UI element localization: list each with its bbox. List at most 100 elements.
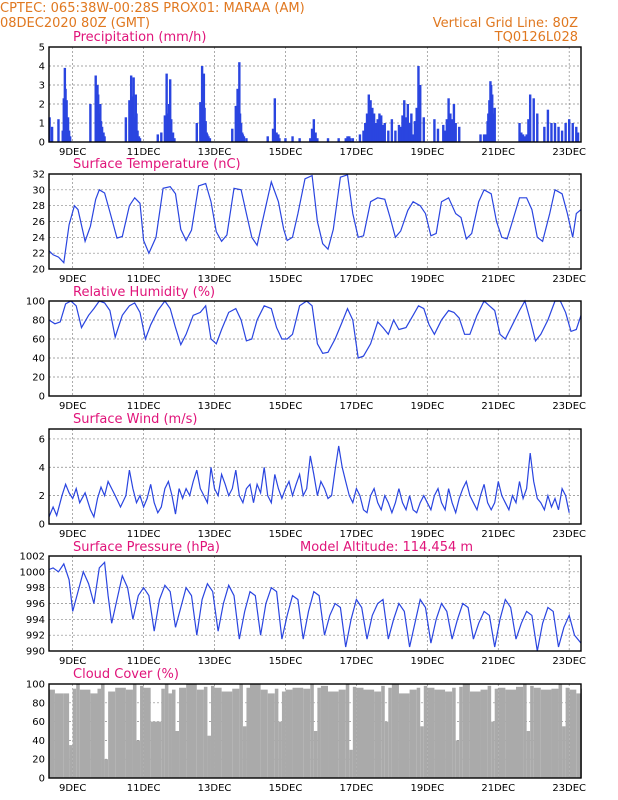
- ytick-precip: 5: [39, 43, 45, 54]
- cloud-bar: [384, 721, 389, 778]
- precip-bar: [458, 126, 461, 142]
- precip-bar: [372, 113, 376, 142]
- precip-bar: [275, 132, 278, 142]
- ytick-cloud: 80: [32, 698, 45, 709]
- xtick-wind: 21DEC: [481, 529, 515, 540]
- xtick-wind: 17DEC: [340, 529, 374, 540]
- series-wind: [48, 445, 570, 519]
- xtick-wind: 11DEC: [127, 529, 161, 540]
- cloud-bar: [526, 731, 531, 778]
- cloud-bar: [168, 693, 172, 778]
- xtick-pressure: 17DEC: [340, 656, 374, 667]
- xtick-temp: 9DEC: [59, 274, 86, 285]
- cloud-bar: [551, 688, 559, 778]
- cloud-bar: [136, 740, 141, 778]
- precip-bar: [415, 107, 418, 142]
- cloud-bar: [523, 684, 527, 778]
- precip-bar: [442, 124, 445, 142]
- ytick-precip: 2: [39, 100, 45, 111]
- ytick-cloud: 20: [32, 755, 45, 766]
- cloud-bar: [239, 684, 243, 778]
- precip-bar: [337, 138, 340, 142]
- precip-bar: [349, 138, 352, 142]
- cloud-bar: [569, 689, 577, 778]
- cloud-bar: [171, 689, 176, 778]
- xtick-cloud: 13DEC: [198, 783, 232, 794]
- precip-bar: [242, 136, 246, 142]
- xtick-cloud: 17DEC: [340, 783, 374, 794]
- xtick-temp: 21DEC: [481, 274, 515, 285]
- xtick-wind: 13DEC: [198, 529, 232, 540]
- precip-bar: [387, 130, 390, 142]
- precip-bar: [298, 138, 301, 142]
- precip-bar: [520, 132, 523, 142]
- ytick-rh: 40: [32, 354, 45, 365]
- precip-bar: [364, 123, 367, 142]
- cloud-bar: [196, 689, 204, 778]
- precip-bar: [245, 138, 248, 142]
- precip-bar: [413, 121, 417, 142]
- precip-bar: [536, 113, 539, 142]
- precip-bar: [521, 134, 525, 142]
- title-pressure: Surface Pressure (hPa): [73, 540, 220, 555]
- panel-wind: 0 2 4 6 9DEC 11DEC 13DEC 15DEC 17DEC 19DEC 21DEC 23…: [39, 428, 586, 540]
- ytick-cloud: 0: [39, 774, 45, 785]
- precip-bar: [394, 130, 397, 142]
- ytick-pressure: 1002: [20, 552, 45, 563]
- cloud-bar: [164, 684, 169, 778]
- ytick-temp: 32: [32, 170, 45, 181]
- frame-wind: [48, 428, 582, 525]
- xtick-rh: 21DEC: [481, 401, 515, 412]
- precip-bar: [316, 138, 319, 142]
- cloud-bar: [274, 688, 279, 778]
- precip-bar: [314, 132, 317, 142]
- precip-bar: [491, 94, 494, 142]
- cloud-bar: [420, 726, 424, 778]
- frame-precip: [48, 46, 582, 143]
- precip-bar: [403, 100, 406, 142]
- cloud-bar: [452, 687, 456, 778]
- cloud-bar: [69, 745, 73, 778]
- cloud-bar: [161, 688, 165, 778]
- precip-bar: [436, 128, 440, 142]
- cloud-bar: [49, 689, 55, 778]
- ytick-temp: 30: [32, 185, 45, 196]
- precip-bar: [397, 124, 401, 142]
- ytick-rh: 0: [39, 392, 45, 403]
- cloud-bar: [186, 684, 197, 778]
- precip-bar: [100, 126, 104, 142]
- cloud-bar: [246, 687, 250, 778]
- precip-bar: [417, 66, 420, 142]
- xtick-pressure: 21DEC: [481, 656, 515, 667]
- header-line2: 08DEC2020 80Z (GMT): [0, 16, 150, 31]
- cloud-bar: [480, 689, 488, 778]
- cloud-bar: [487, 685, 492, 778]
- cloud-bar: [221, 691, 233, 778]
- xtick-cloud: 9DEC: [59, 783, 86, 794]
- precip-bar: [371, 107, 374, 142]
- xtick-precip: 23DEC: [552, 147, 586, 158]
- cloud-bar: [260, 689, 268, 778]
- title-temperature: Surface Temperature (nC): [73, 157, 241, 172]
- cloud-bar: [317, 687, 321, 778]
- cloud-bar: [469, 691, 481, 778]
- cloud-bar: [562, 726, 566, 778]
- precip-bar: [493, 107, 496, 142]
- precip-bar: [170, 119, 173, 142]
- precip-bar: [380, 115, 383, 142]
- precip-bar: [378, 113, 381, 142]
- precip-bar: [576, 132, 580, 142]
- cloud-bar: [530, 685, 534, 778]
- header-model-code: TQ0126L028: [494, 30, 578, 45]
- precip-bar: [564, 123, 567, 142]
- precip-bar: [103, 136, 106, 142]
- cloud-bar: [267, 693, 275, 778]
- cloud-bar: [352, 686, 357, 778]
- cloud-bar: [576, 693, 581, 778]
- ytick-cloud: 100: [26, 680, 45, 691]
- precip-bar: [132, 77, 135, 142]
- precip-bar: [362, 130, 365, 142]
- series-temp: [48, 173, 582, 265]
- cloud-bar: [125, 689, 133, 778]
- precip-bar: [238, 62, 241, 143]
